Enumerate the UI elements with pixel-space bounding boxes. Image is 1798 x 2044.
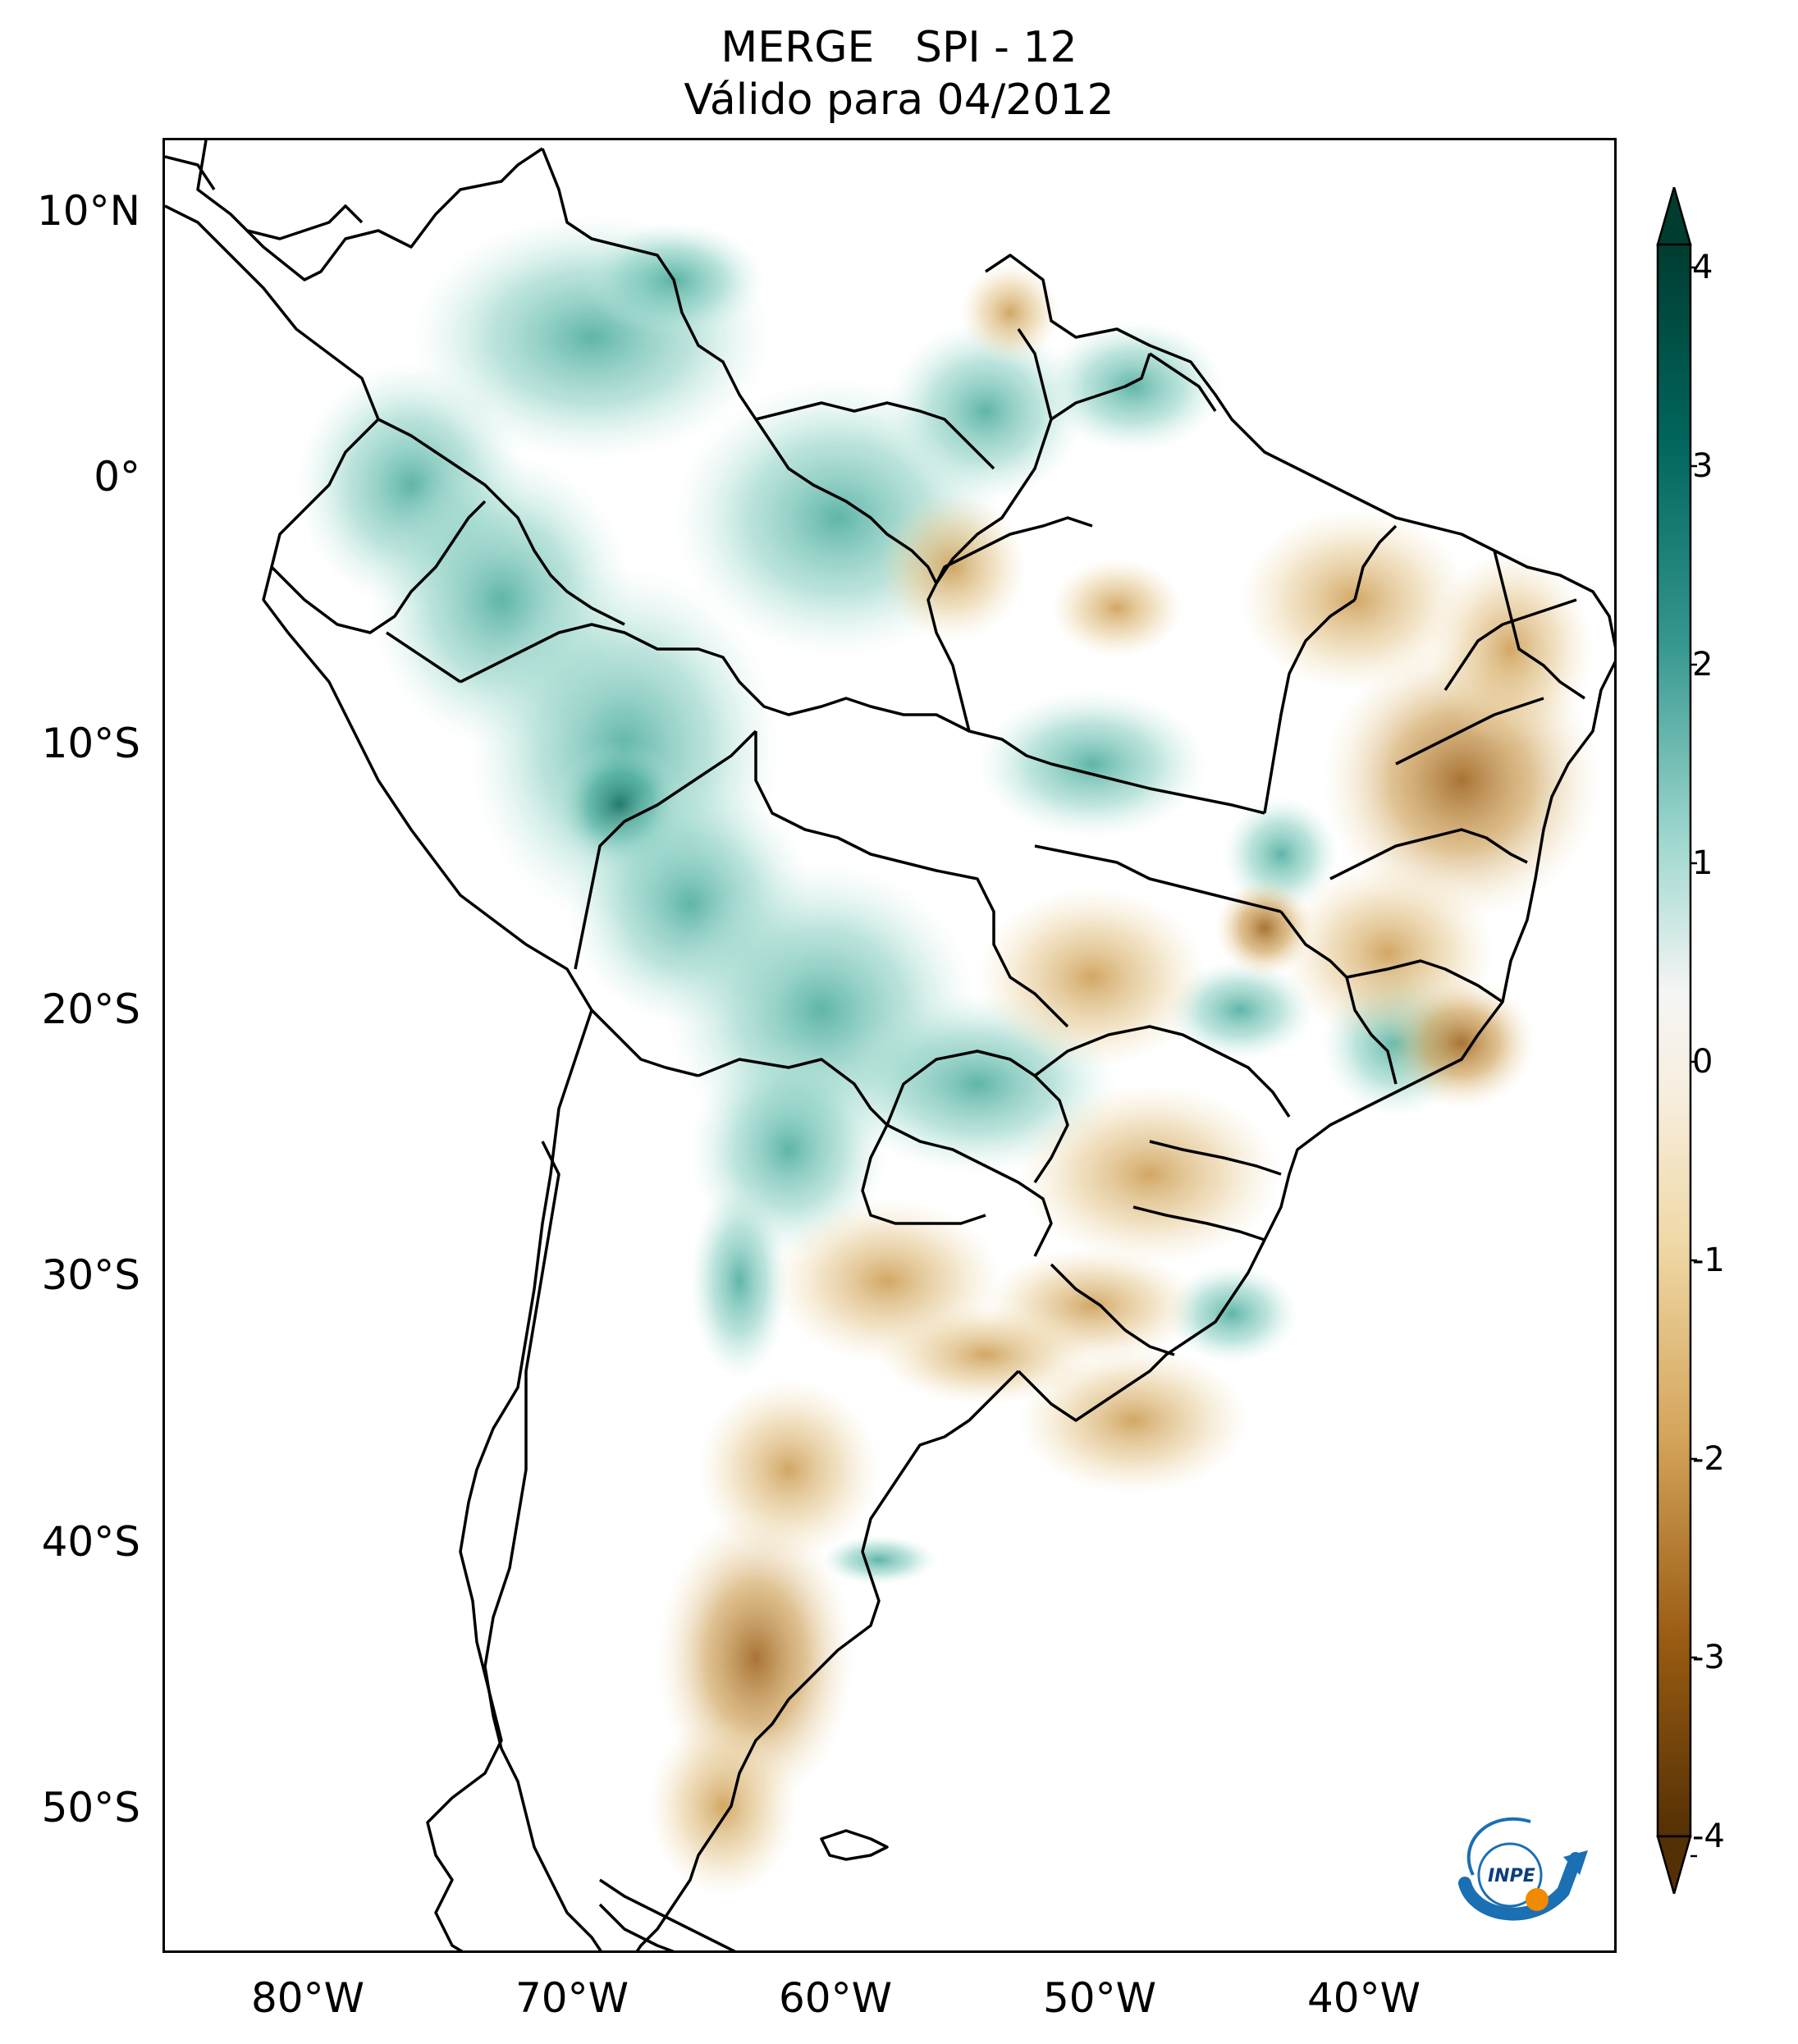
lat-tick-10n: 10°N bbox=[36, 187, 140, 235]
lon-tick-80w: 80°W bbox=[250, 1974, 365, 2022]
lat-tick-40s: 40°S bbox=[41, 1518, 140, 1566]
spi-anomaly-field bbox=[296, 214, 1601, 1896]
colorbar-tick-m3: -3 bbox=[1692, 1639, 1725, 1676]
inpe-logo: INPE bbox=[1458, 1817, 1588, 1921]
colorbar-tick-m2: -2 bbox=[1692, 1440, 1725, 1478]
logo-text: INPE bbox=[1488, 1866, 1535, 1886]
south-america-map bbox=[165, 140, 1614, 1950]
colorbar-tick-4: 4 bbox=[1692, 249, 1713, 286]
lon-tick-70w: 70°W bbox=[515, 1974, 629, 2022]
colorbar bbox=[1656, 187, 1697, 1894]
lat-tick-10s: 10°S bbox=[41, 720, 140, 767]
colorbar-tick-1: 1 bbox=[1692, 844, 1713, 882]
lon-tick-50w: 50°W bbox=[1042, 1974, 1157, 2022]
colorbar-tick-0: 0 bbox=[1692, 1043, 1713, 1081]
lat-tick-30s: 30°S bbox=[41, 1251, 140, 1299]
country-borders bbox=[165, 140, 1614, 1950]
lat-tick-50s: 50°S bbox=[41, 1784, 140, 1831]
map-panel bbox=[162, 138, 1617, 1953]
lon-tick-40w: 40°W bbox=[1306, 1974, 1421, 2022]
chart-subtitle: Válido para 04/2012 bbox=[684, 75, 1114, 125]
colorbar-tick-2: 2 bbox=[1692, 646, 1713, 684]
chart-title: MERGE SPI - 12 bbox=[721, 23, 1077, 72]
lat-tick-0: 0° bbox=[94, 453, 140, 501]
lat-tick-20s: 20°S bbox=[41, 985, 140, 1033]
lon-tick-60w: 60°W bbox=[778, 1974, 893, 2022]
colorbar-tick-m4: -4 bbox=[1692, 1818, 1725, 1855]
colorbar-tick-m1: -1 bbox=[1692, 1241, 1725, 1279]
colorbar-tick-3: 3 bbox=[1692, 447, 1713, 485]
